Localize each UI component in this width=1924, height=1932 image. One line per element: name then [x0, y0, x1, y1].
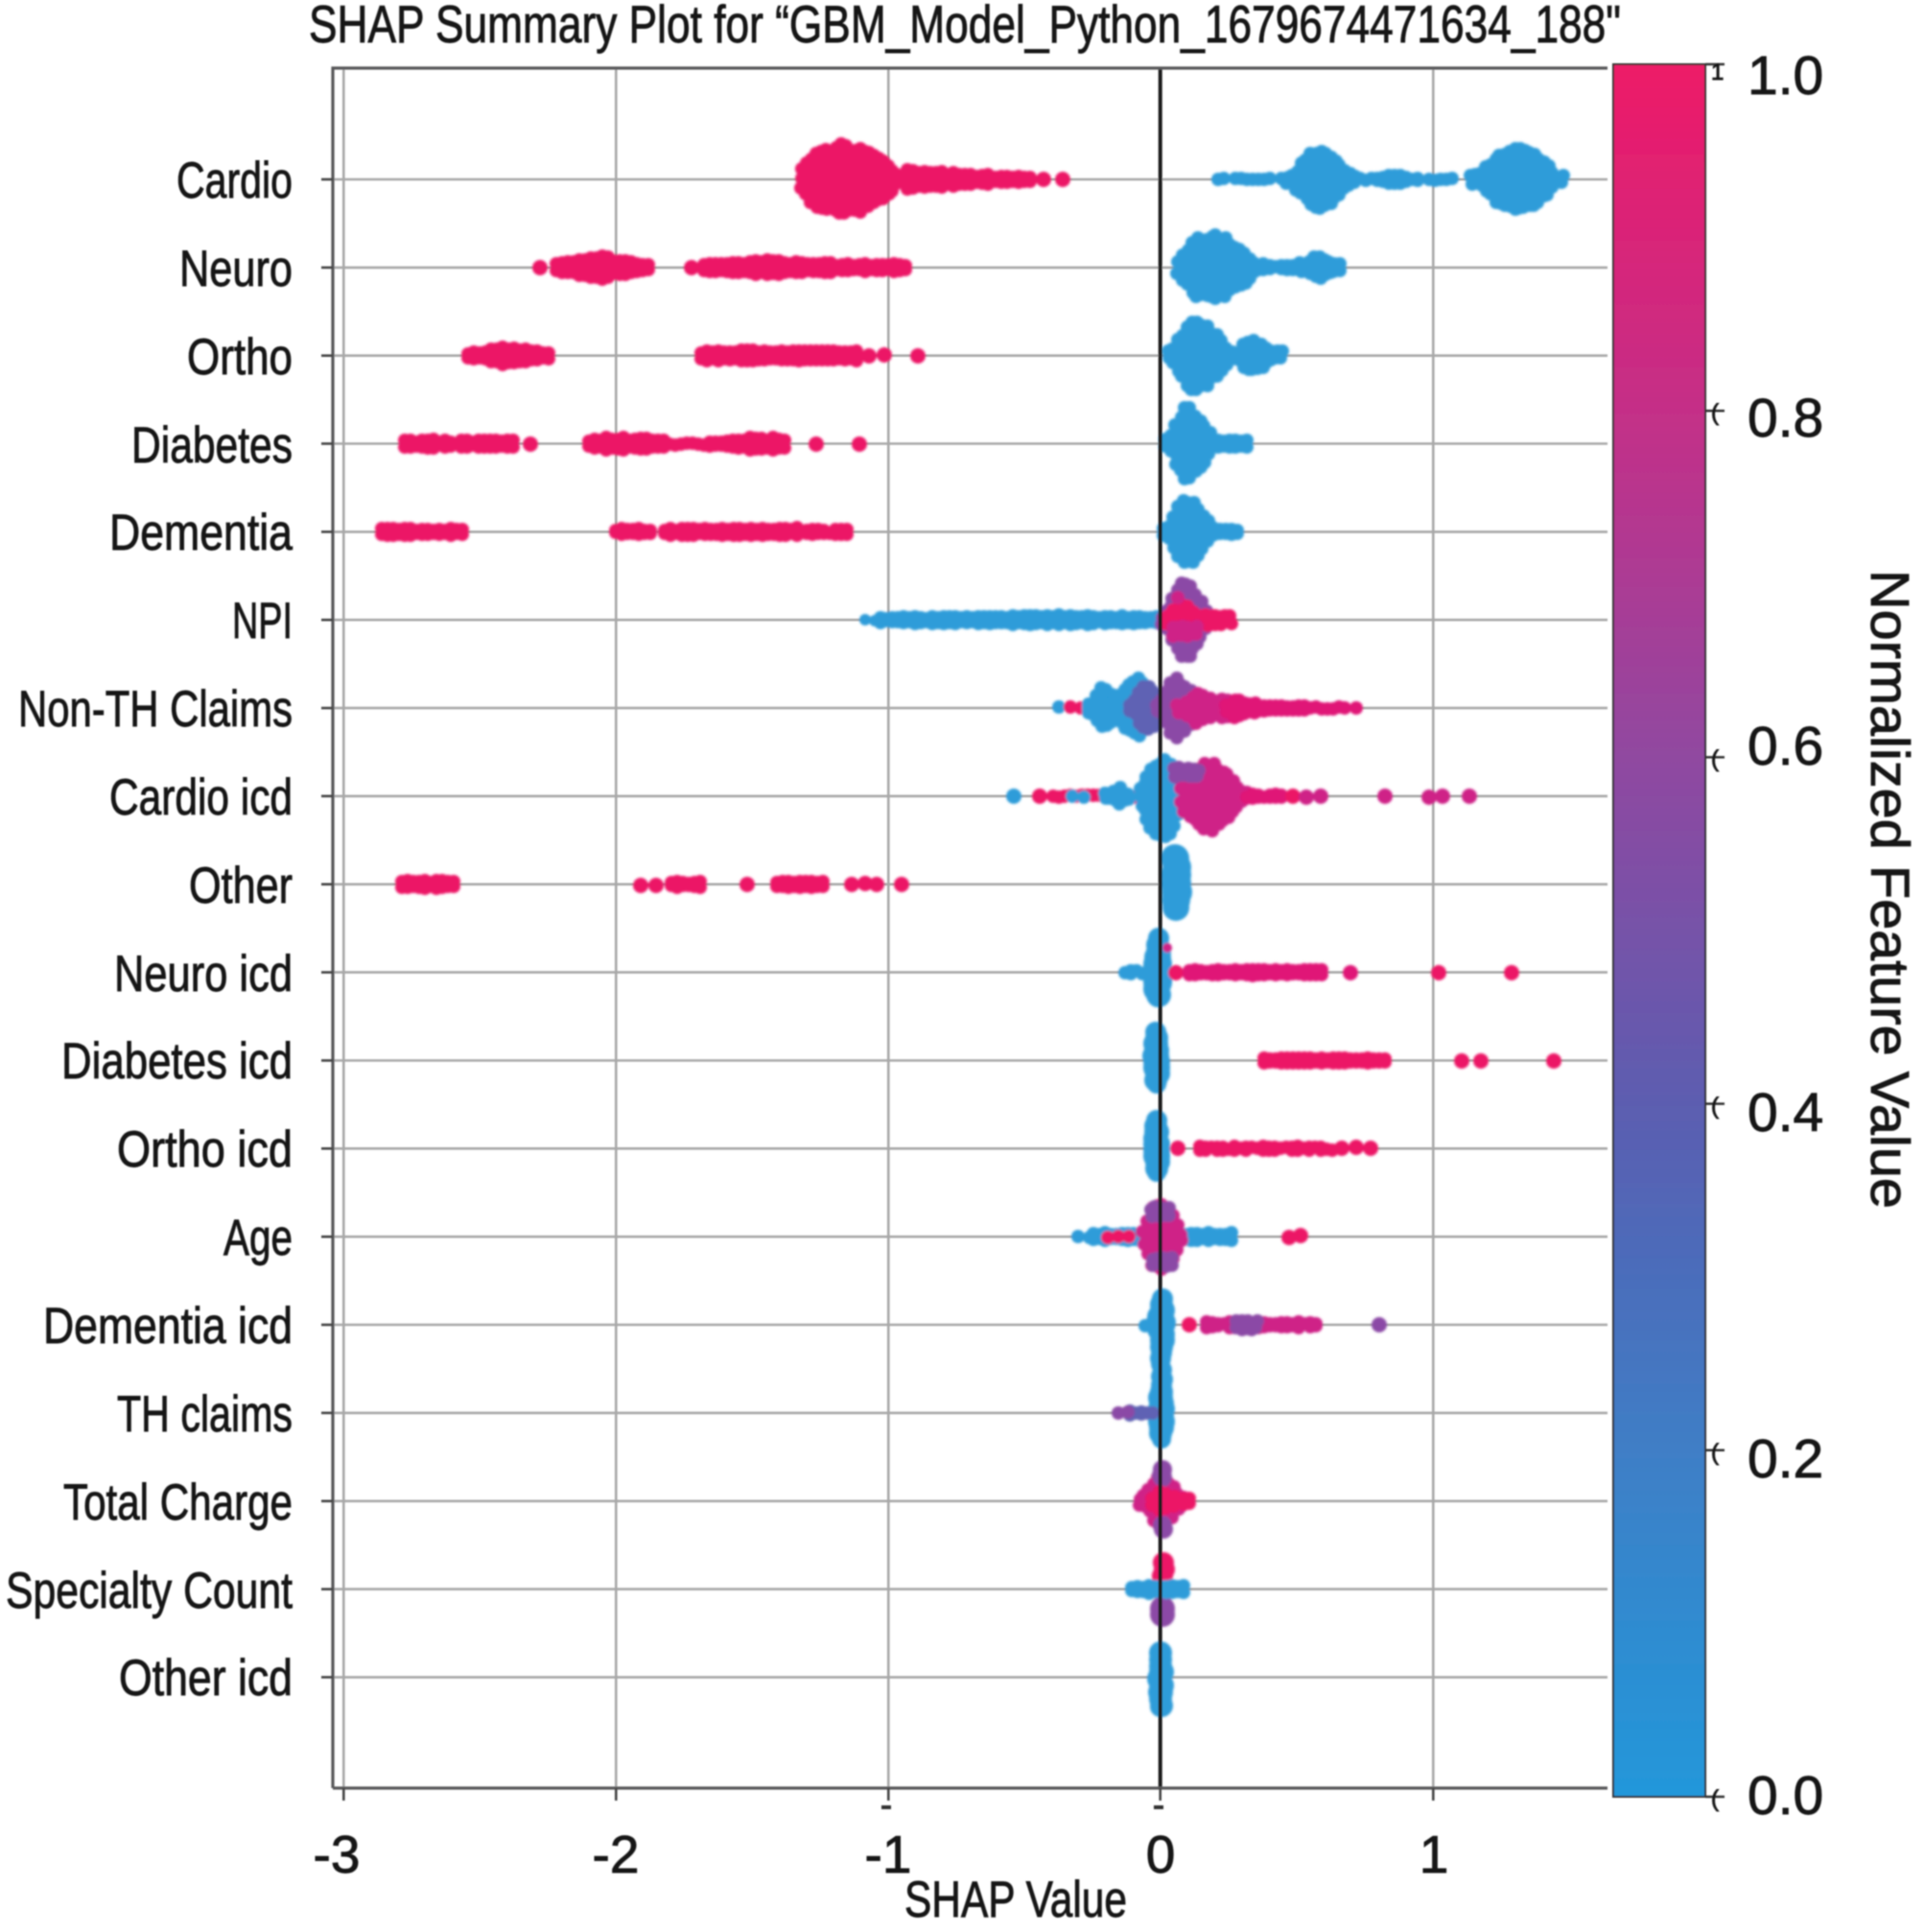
svg-text:(: ( [1711, 1094, 1719, 1119]
svg-text:0.4: 0.4 [1748, 1082, 1823, 1143]
svg-text:Neuro: Neuro [179, 241, 293, 297]
svg-text:SHAP Value: SHAP Value [904, 1872, 1127, 1927]
svg-text:SHAP Summary Plot for “GBM_Mod: SHAP Summary Plot for “GBM_Model_Python_… [309, 0, 1621, 54]
svg-text:1.0: 1.0 [1748, 45, 1823, 106]
svg-text:-2: -2 [593, 1825, 640, 1884]
svg-text:NPI: NPI [232, 593, 293, 649]
svg-text:0.2: 0.2 [1748, 1428, 1823, 1490]
svg-text:Normalized Feature Value: Normalized Feature Value [1859, 570, 1920, 1209]
svg-text:Specialty Count: Specialty Count [6, 1563, 293, 1619]
svg-text:(: ( [1711, 400, 1719, 426]
svg-text:Ortho icd: Ortho icd [117, 1121, 293, 1178]
svg-text:Dementia icd: Dementia icd [43, 1298, 293, 1355]
svg-text:Diabetes icd: Diabetes icd [61, 1033, 293, 1090]
svg-text:Dementia: Dementia [109, 505, 293, 561]
svg-text:-3: -3 [314, 1825, 361, 1884]
svg-text:Non-TH Claims: Non-TH Claims [18, 681, 293, 738]
svg-text:Other icd: Other icd [119, 1650, 293, 1707]
svg-text:1: 1 [1711, 59, 1724, 85]
svg-text:Diabetes: Diabetes [131, 417, 293, 474]
svg-text:Age: Age [223, 1210, 293, 1266]
svg-text:(: ( [1711, 1786, 1719, 1812]
svg-text:(: ( [1711, 1440, 1719, 1466]
svg-text:0: 0 [1146, 1825, 1176, 1884]
svg-text:Other: Other [189, 858, 293, 914]
svg-text:0.6: 0.6 [1748, 716, 1823, 777]
svg-text:0.0: 0.0 [1748, 1765, 1823, 1826]
svg-text:Ortho: Ortho [187, 329, 293, 386]
svg-text:0.8: 0.8 [1748, 388, 1823, 449]
svg-text:-1: -1 [865, 1825, 912, 1884]
svg-text:Total Charge: Total Charge [63, 1474, 293, 1531]
svg-text:(: ( [1711, 746, 1719, 772]
svg-text:1: 1 [1420, 1825, 1449, 1884]
svg-text:Neuro icd: Neuro icd [114, 946, 293, 1002]
svg-text:Cardio icd: Cardio icd [109, 769, 293, 826]
svg-text:TH claims: TH claims [117, 1386, 293, 1443]
svg-text:Cardio: Cardio [176, 153, 293, 209]
